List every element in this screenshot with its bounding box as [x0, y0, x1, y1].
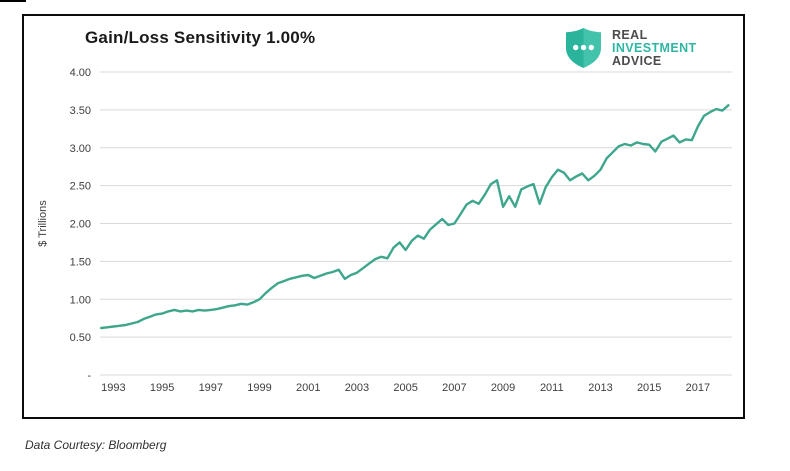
chart-title: Gain/Loss Sensitivity 1.00%	[85, 28, 316, 47]
x-tick-label: 2017	[686, 382, 710, 394]
logo-word-advice: ADVICE	[612, 53, 662, 68]
x-tick-label: 2011	[540, 382, 564, 394]
chart-panel: 4.00 3.50 3.00 2.50 2.00 1.50 1.00 0.50 -1993 199…	[22, 14, 745, 419]
y-tick-label: 0.50	[70, 332, 91, 344]
logo-word-investment: INVESTMENT	[612, 40, 697, 55]
data-courtesy-note: Data Courtesy: Bloomberg	[25, 438, 167, 452]
y-tick-label: 4.00	[70, 67, 91, 79]
y-tick-label: -	[87, 370, 91, 382]
x-tick-label: 1993	[101, 382, 125, 394]
y-tick-label: 3.50	[70, 105, 91, 117]
y-tick-label: 3.00	[70, 143, 91, 155]
brand-logo: REAL INVESTMENT ADVICE	[563, 27, 697, 69]
x-tick-label: 2013	[588, 382, 612, 394]
y-tick-label: 2.50	[70, 181, 91, 193]
x-tick-label: 2003	[345, 382, 369, 394]
x-tick-label: 2005	[393, 382, 417, 394]
x-tick-label: 2015	[637, 382, 661, 394]
crop-artifact-line	[0, 0, 26, 2]
y-axis-title: $ Trillions	[37, 200, 49, 247]
x-tick-label: 1999	[247, 382, 271, 394]
x-tick-label: 1995	[150, 382, 174, 394]
y-tick-label: 1.50	[70, 256, 91, 268]
brand-logo-text: REAL INVESTMENT ADVICE	[612, 27, 697, 68]
y-tick-label: 1.00	[70, 294, 91, 306]
logo-word-real: REAL	[612, 27, 648, 42]
x-tick-label: 1997	[199, 382, 223, 394]
shield-icon	[566, 28, 601, 68]
x-tick-label: 2009	[491, 382, 515, 394]
x-tick-label: 2007	[442, 382, 466, 394]
x-tick-label: 2001	[296, 382, 320, 394]
line-chart-plot: 4.00 3.50 3.00 2.50 2.00 1.50 1.00 0.50 -1993 199…	[37, 67, 732, 394]
y-tick-label: 2.00	[70, 219, 91, 231]
sensitivity-line	[100, 104, 730, 330]
